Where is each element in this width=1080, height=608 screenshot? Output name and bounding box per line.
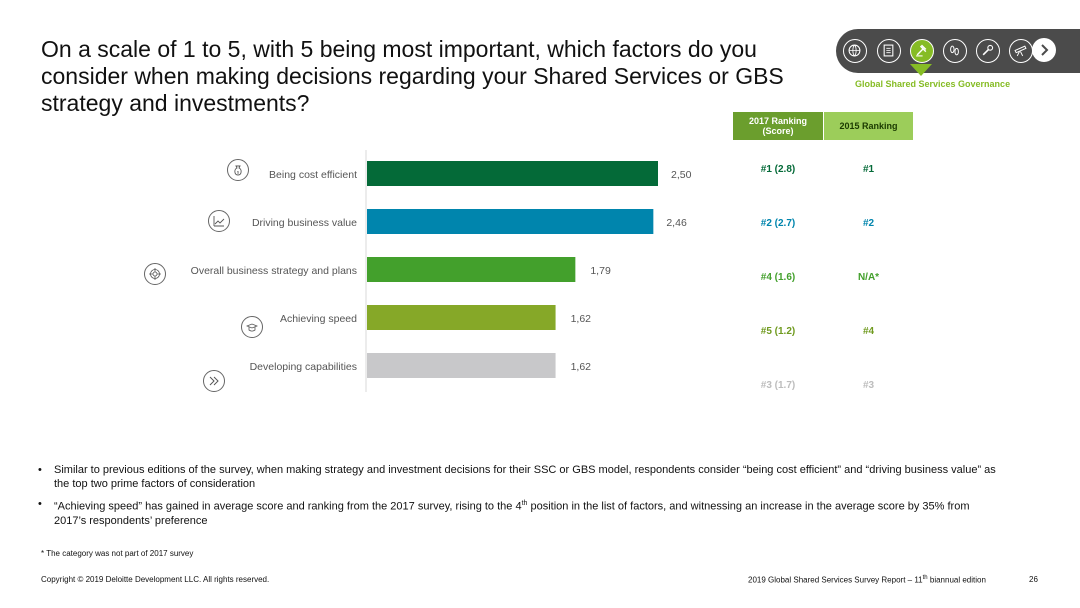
ranking-2017-cell: #4 (1.6) xyxy=(760,272,796,283)
bar xyxy=(367,209,654,234)
report-name: 2019 Global Shared Services Survey Repor… xyxy=(748,575,986,585)
category-label: Developing capabilities xyxy=(250,361,357,373)
svg-text:$: $ xyxy=(237,170,240,175)
bar xyxy=(367,353,556,378)
bullet-text: “Achieving speed” has gained in average … xyxy=(54,500,970,527)
chevron-right-icon[interactable] xyxy=(1032,38,1056,62)
money-bag-icon: $ xyxy=(227,159,249,181)
ranking-2017-cell: #3 (1.7) xyxy=(760,380,796,391)
category-label: Overall business strategy and plans xyxy=(191,265,357,277)
ranking-2015-cell: #3 xyxy=(862,380,875,391)
ranking-2017-cell: #1 (2.8) xyxy=(760,164,796,175)
category-label: Achieving speed xyxy=(280,313,357,325)
footnote: * The category was not part of 2017 surv… xyxy=(41,549,194,558)
footprints-icon[interactable] xyxy=(943,39,967,63)
page-number: 26 xyxy=(1029,575,1038,584)
data-label: 1,62 xyxy=(571,313,592,325)
target-icon xyxy=(144,263,166,285)
bar xyxy=(367,305,556,330)
active-section-pointer xyxy=(910,64,932,76)
gavel-icon[interactable] xyxy=(910,39,934,63)
document-icon[interactable] xyxy=(877,39,901,63)
category-label: Driving business value xyxy=(252,217,357,229)
bullet-dot: • xyxy=(38,498,42,510)
double-chevron-icon xyxy=(203,370,225,392)
bar xyxy=(367,257,576,282)
data-label: 1,79 xyxy=(590,265,611,277)
ranking-2017-header: 2017 Ranking (Score) xyxy=(733,112,823,140)
bullet-item: • “Achieving speed” has gained in averag… xyxy=(38,497,998,528)
trend-chart-icon xyxy=(208,210,230,232)
globe-icon[interactable] xyxy=(843,39,867,63)
graduation-cap-icon xyxy=(241,316,263,338)
section-label: Global Shared Services Governance xyxy=(855,79,1011,89)
category-label: Being cost efficient xyxy=(269,169,357,181)
copyright: Copyright © 2019 Deloitte Development LL… xyxy=(41,575,270,584)
data-label: 2,46 xyxy=(666,217,687,229)
data-label: 1,62 xyxy=(571,361,592,373)
ranking-2017-cell: #5 (1.2) xyxy=(760,326,796,337)
ranking-2017-cell: #2 (2.7) xyxy=(760,218,796,229)
wrench-icon[interactable] xyxy=(976,39,1000,63)
bar xyxy=(367,161,658,186)
bullet-item: • Similar to previous editions of the su… xyxy=(38,463,998,491)
ranking-2015-cell: #4 xyxy=(862,326,875,337)
ranking-2015-header: 2015 Ranking xyxy=(824,112,913,140)
page-title: On a scale of 1 to 5, with 5 being most … xyxy=(41,36,784,116)
ranking-2015-cell: N/A* xyxy=(857,272,880,283)
bullet-dot: • xyxy=(38,464,42,476)
key-findings: • Similar to previous editions of the su… xyxy=(38,463,998,534)
ranking-2015-cell: #2 xyxy=(862,218,875,229)
ranking-2015-cell: #1 xyxy=(862,164,875,175)
data-label: 2,50 xyxy=(671,169,692,181)
bullet-text: Similar to previous editions of the surv… xyxy=(54,464,996,490)
